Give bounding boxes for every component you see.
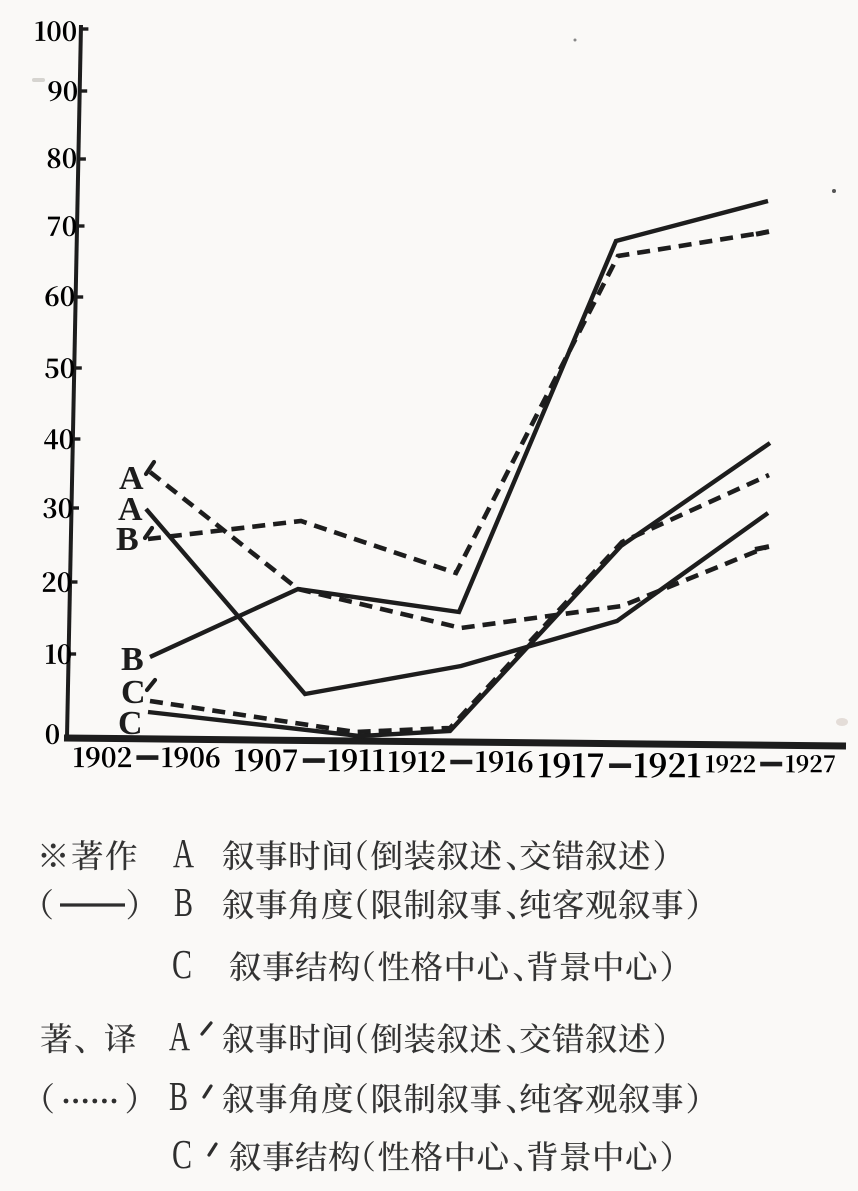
svg-text:A: A (118, 491, 143, 528)
svg-text:B: B (121, 641, 144, 678)
svg-text:B: B (116, 521, 139, 558)
svg-text:C: C (118, 705, 143, 742)
svg-text:C: C (172, 1131, 192, 1177)
svg-text:A: A (119, 460, 144, 497)
svg-text:C: C (172, 941, 192, 987)
svg-text:B: B (174, 879, 193, 925)
svg-text:C: C (121, 674, 146, 711)
svg-text:A: A (173, 830, 194, 876)
svg-text:B: B (169, 1073, 188, 1119)
svg-text:A: A (169, 1013, 190, 1059)
